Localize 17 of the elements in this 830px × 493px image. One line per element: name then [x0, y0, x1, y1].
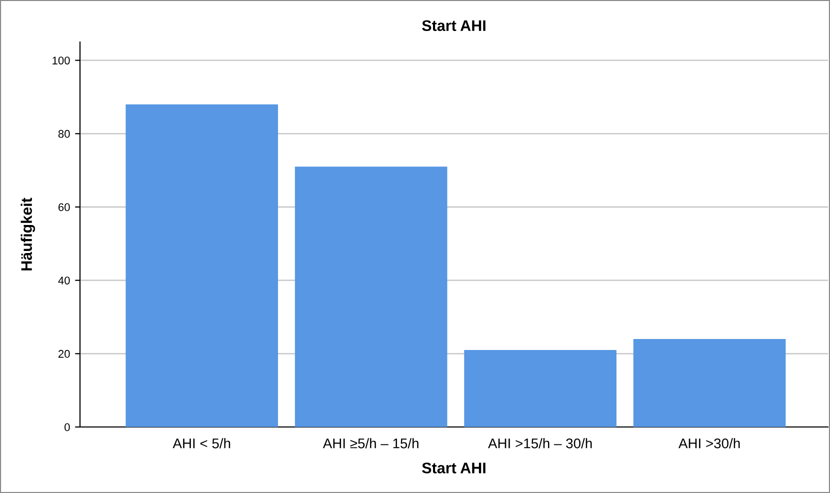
- y-tick-label: 20: [58, 350, 70, 358]
- y-tick-label: 60: [58, 203, 70, 212]
- bar: [464, 350, 616, 427]
- y-tick-label: 100: [52, 56, 70, 64]
- bar: [294, 166, 448, 427]
- x-tick-label: AHI < 5/h: [172, 438, 230, 448]
- x-axis-title: Start AHI: [422, 462, 486, 474]
- y-axis-title: Häufigkeit: [20, 198, 36, 270]
- bar: [633, 339, 786, 427]
- x-tick-label: AHI ≥5/h – 15/h: [322, 438, 418, 448]
- y-tick-label: 0: [64, 423, 70, 432]
- y-tick-label: 80: [58, 130, 70, 138]
- x-tick-label: AHI >30/h: [678, 438, 740, 448]
- x-tick-label: AHI >15/h – 30/h: [488, 438, 592, 448]
- bar: [126, 104, 278, 427]
- y-tick-label: 40: [58, 276, 70, 284]
- chart-title: Start AHI: [422, 20, 486, 32]
